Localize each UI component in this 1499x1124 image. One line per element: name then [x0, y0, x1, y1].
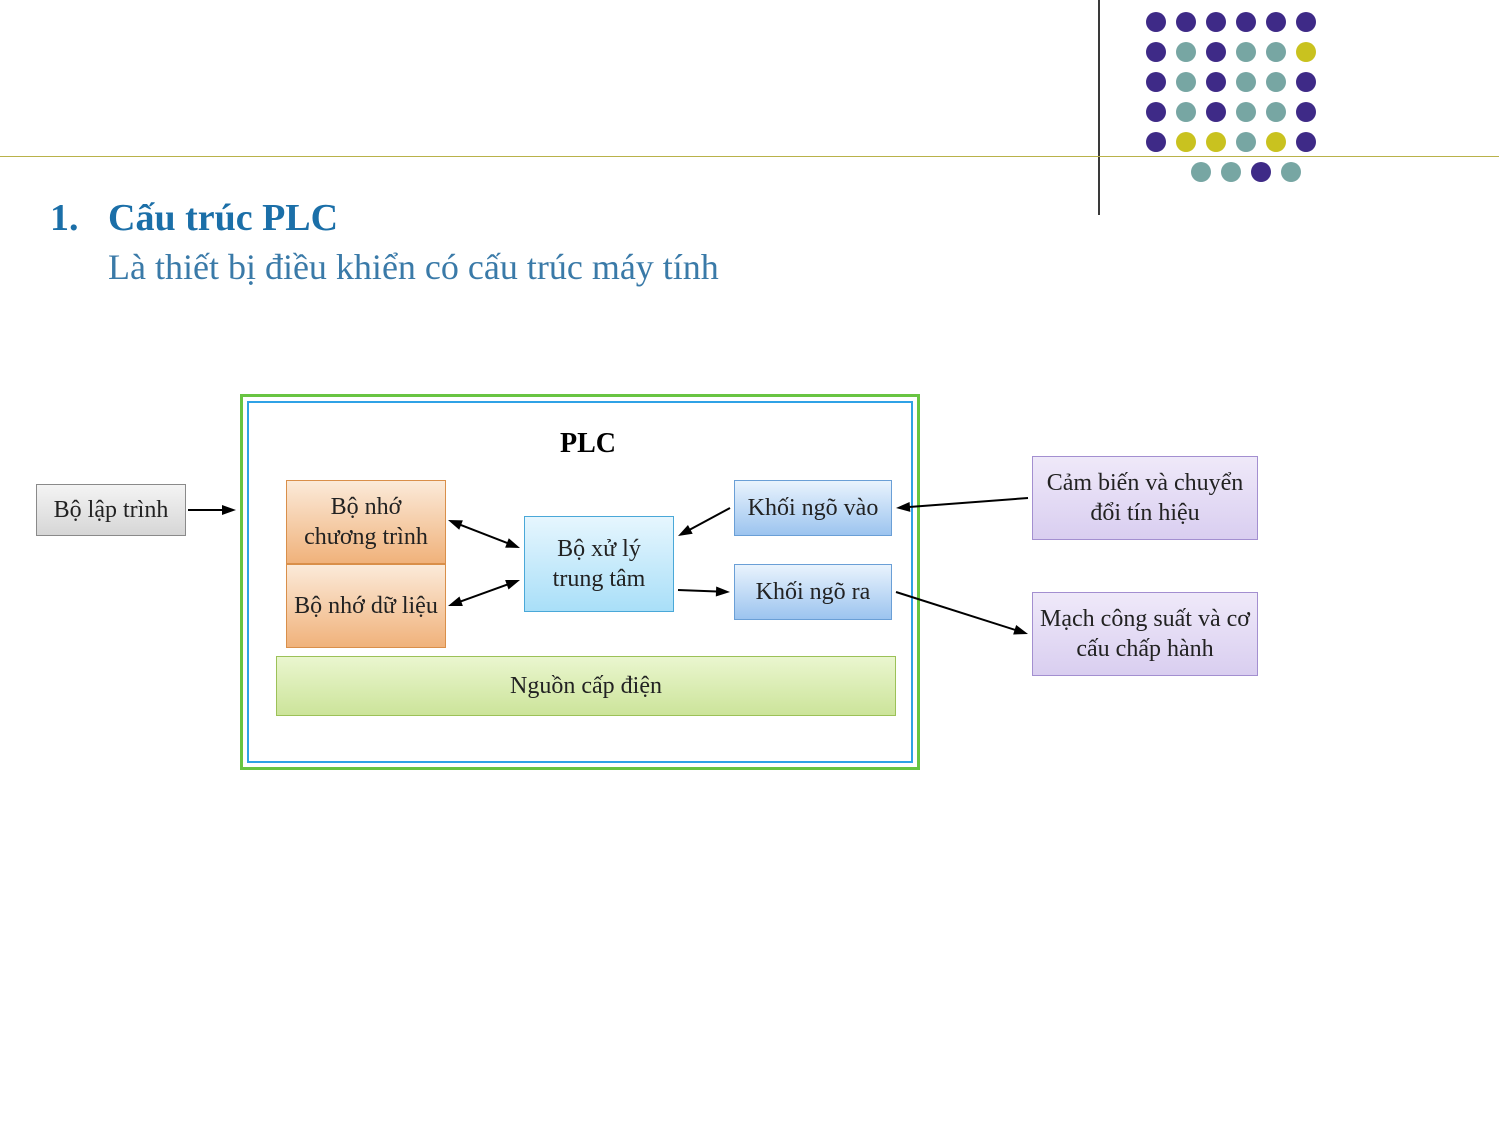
box-cpu-label: Bộ xử lý trung tâm: [531, 534, 667, 594]
plc-diagram: PLC Bộ lập trình Bộ nhớ chương trình Bộ …: [0, 0, 1499, 1124]
box-sensors-label: Cảm biến và chuyển đổi tín hiệu: [1039, 468, 1251, 528]
box-input-block: Khối ngõ vào: [734, 480, 892, 536]
box-actuators-label: Mạch công suất và cơ cấu chấp hành: [1039, 604, 1251, 664]
box-data-memory: Bộ nhớ dữ liệu: [286, 564, 446, 648]
box-input-block-label: Khối ngõ vào: [748, 493, 879, 523]
box-cpu: Bộ xử lý trung tâm: [524, 516, 674, 612]
box-data-memory-label: Bộ nhớ dữ liệu: [294, 591, 438, 621]
box-output-block: Khối ngõ ra: [734, 564, 892, 620]
box-power-supply: Nguồn cấp điện: [276, 656, 896, 716]
box-power-supply-label: Nguồn cấp điện: [510, 671, 662, 701]
box-program-memory: Bộ nhớ chương trình: [286, 480, 446, 564]
box-sensors: Cảm biến và chuyển đổi tín hiệu: [1032, 456, 1258, 540]
box-actuators: Mạch công suất và cơ cấu chấp hành: [1032, 592, 1258, 676]
box-output-block-label: Khối ngõ ra: [756, 577, 871, 607]
box-program-memory-label: Bộ nhớ chương trình: [293, 492, 439, 552]
plc-title: PLC: [560, 428, 616, 460]
box-programmer-label: Bộ lập trình: [54, 495, 169, 525]
box-programmer: Bộ lập trình: [36, 484, 186, 536]
